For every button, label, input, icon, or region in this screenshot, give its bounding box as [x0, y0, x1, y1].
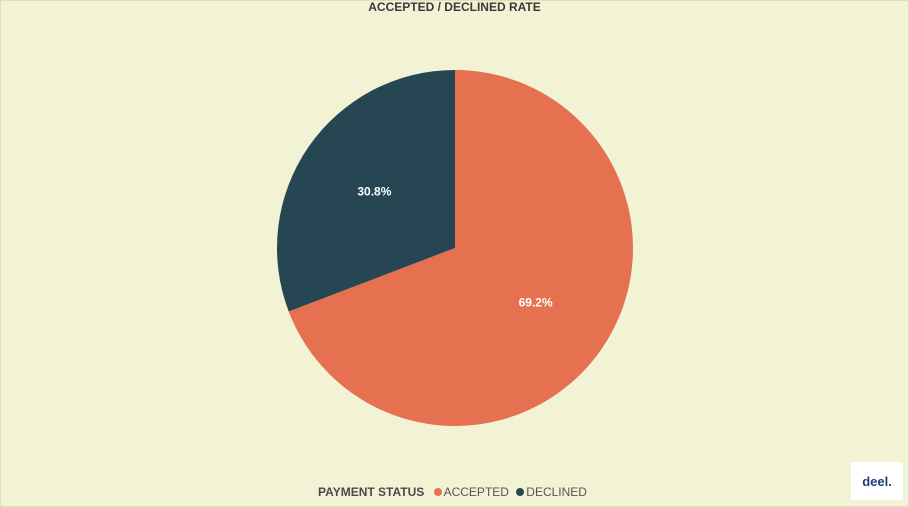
pie-slice-declined[interactable] — [277, 70, 455, 312]
logo-text: deel. — [862, 473, 892, 489]
legend-label-declined: DECLINED — [526, 485, 587, 499]
legend-item-accepted[interactable]: ACCEPTED — [433, 485, 509, 499]
data-label-declined: 30.8% — [357, 185, 391, 199]
legend-label-accepted: ACCEPTED — [443, 485, 509, 499]
legend-title: PAYMENT STATUS — [318, 485, 425, 499]
legend: PAYMENT STATUS ACCEPTED DECLINED — [0, 485, 909, 499]
deel-logo: deel. — [851, 462, 903, 500]
chart-title: ACCEPTED / DECLINED RATE — [368, 0, 541, 14]
pie-slice-accepted[interactable] — [288, 70, 633, 426]
legend-swatch-accepted — [433, 488, 442, 496]
data-label-accepted: 69.2% — [519, 296, 553, 310]
legend-item-declined[interactable]: DECLINED — [516, 485, 587, 499]
legend-swatch-declined — [516, 488, 525, 496]
